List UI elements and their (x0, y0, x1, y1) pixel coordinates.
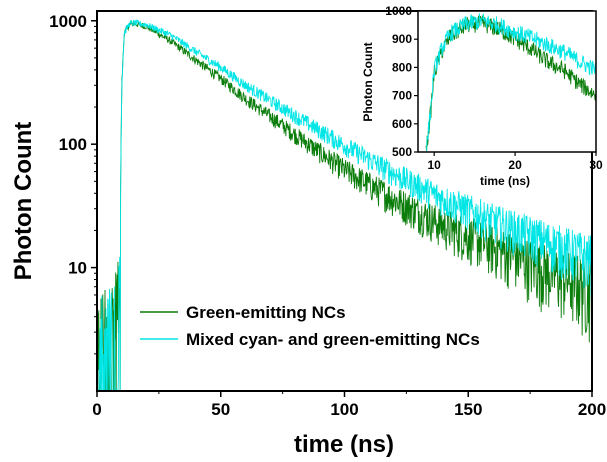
inset-y-tick-label: 800 (392, 60, 412, 74)
inset-series-mixed (425, 13, 597, 153)
main-series-group (96, 19, 593, 392)
inset-y-axis-title: Photon Count (361, 42, 375, 121)
legend-label-cyan: Mixed cyan- and green-emitting NCs (186, 330, 480, 349)
inset-series-green (425, 15, 597, 153)
series-trend-mixed (96, 19, 593, 392)
inset-plot-frame (417, 10, 597, 153)
main-x-axis-title: time (ns) (294, 431, 394, 458)
inset-plot: 10 20 30 500 600 700 800 900 1000 time (ns) Pho… (361, 4, 603, 188)
inset-series-group (425, 13, 597, 153)
inset-x-tick-label: 10 (428, 158, 442, 172)
main-y-tick-label: 100 (59, 135, 87, 154)
legend: Green-emitting NCs Mixed cyan- and green… (140, 303, 480, 349)
main-x-tick-label: 200 (578, 400, 606, 419)
series-trend-green (96, 19, 593, 392)
main-x-tick-label: 0 (92, 400, 101, 419)
inset-x-tick-label: 20 (508, 158, 522, 172)
main-x-tick-label: 150 (454, 400, 482, 419)
inset-x-axis-title: time (ns) (480, 174, 530, 188)
inset-y-tick-label: 900 (392, 32, 412, 46)
inset-x-ticks: 10 20 30 (428, 152, 603, 172)
inset-y-tick-label: 700 (392, 89, 412, 103)
main-plot: 0 50 100 150 200 10 100 1000 time (ns) Photon … (10, 10, 606, 458)
main-y-axis-title: Photon Count (10, 122, 37, 281)
main-y-tick-label: 10 (68, 259, 87, 278)
inset-x-tick-label: 30 (589, 158, 603, 172)
inset-y-ticks: 500 600 700 800 900 1000 (385, 4, 418, 159)
main-x-ticks: 0 50 100 150 200 (92, 391, 606, 419)
legend-label-green: Green-emitting NCs (186, 303, 346, 322)
main-x-tick-label: 50 (211, 400, 230, 419)
inset-y-tick-label: 600 (392, 117, 412, 131)
main-y-tick-label: 1000 (49, 12, 87, 31)
inset-y-tick-label: 500 (392, 145, 412, 159)
main-x-tick-label: 100 (330, 400, 358, 419)
inset-y-tick-label: 1000 (385, 4, 412, 18)
main-y-ticks: 10 100 1000 (49, 12, 97, 355)
